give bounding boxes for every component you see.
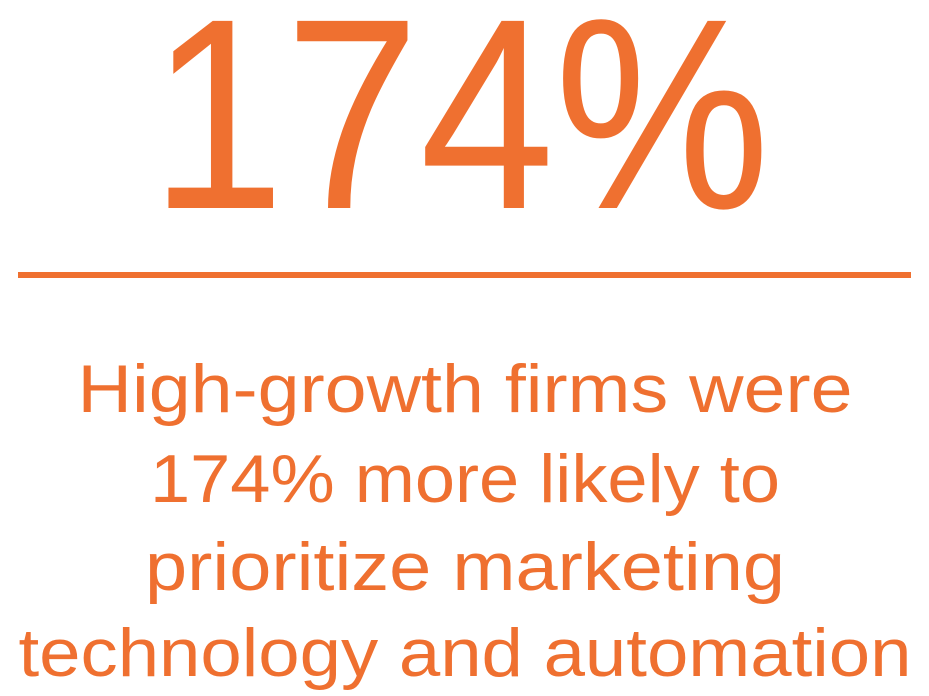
stat-number: 174% bbox=[150, 0, 770, 266]
description: High-growth firms were 174% more likely t… bbox=[19, 351, 912, 691]
description-line: technology and automation bbox=[19, 615, 912, 691]
divider bbox=[18, 272, 911, 278]
description-line: High-growth firms were bbox=[78, 351, 853, 427]
description-line: prioritize marketing bbox=[145, 529, 785, 605]
description-line: 174% more likely to bbox=[150, 441, 780, 517]
